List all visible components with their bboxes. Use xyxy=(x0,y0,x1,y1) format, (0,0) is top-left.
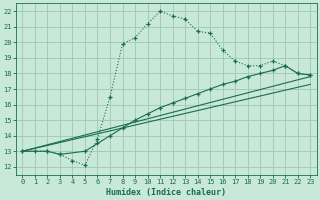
X-axis label: Humidex (Indice chaleur): Humidex (Indice chaleur) xyxy=(106,188,226,197)
